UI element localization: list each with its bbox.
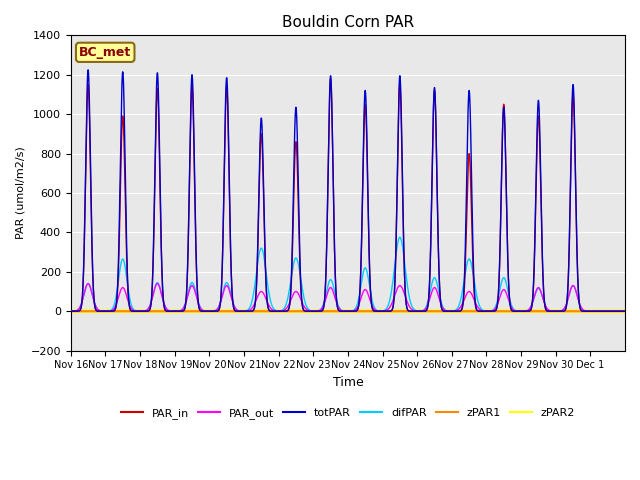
Line: PAR_out: PAR_out [71, 284, 625, 311]
zPAR1 [395, 308, 403, 314]
Y-axis label: PAR (umol/m2/s): PAR (umol/m2/s) [15, 146, 25, 240]
Line: difPAR: difPAR [71, 237, 625, 311]
zPAR2 [508, 308, 515, 314]
zPAR2 [419, 308, 427, 314]
PAR_out [419, 308, 427, 313]
PAR_in [95, 308, 102, 314]
PAR_in [395, 104, 403, 110]
difPAR [67, 308, 75, 314]
PAR_out [95, 307, 102, 313]
totPAR [268, 308, 275, 314]
PAR_in [268, 308, 275, 314]
zPAR2 [268, 308, 275, 314]
PAR_in [621, 308, 628, 314]
Legend: PAR_in, PAR_out, totPAR, difPAR, zPAR1, zPAR2: PAR_in, PAR_out, totPAR, difPAR, zPAR1, … [116, 404, 580, 423]
zPAR2 [95, 308, 102, 314]
PAR_in [67, 308, 75, 314]
PAR_out [268, 306, 275, 312]
PAR_out [84, 281, 92, 287]
PAR_out [478, 308, 486, 313]
Text: BC_met: BC_met [79, 46, 131, 59]
zPAR1 [508, 308, 515, 314]
difPAR [95, 307, 102, 313]
zPAR1 [67, 308, 75, 314]
totPAR [478, 308, 486, 314]
zPAR1 [95, 308, 102, 314]
totPAR [84, 67, 92, 72]
zPAR2 [621, 308, 628, 314]
totPAR [419, 308, 427, 314]
zPAR1 [268, 308, 275, 314]
difPAR [419, 308, 427, 313]
PAR_out [621, 308, 628, 314]
PAR_in [508, 307, 515, 312]
totPAR [95, 308, 102, 314]
zPAR1 [477, 308, 485, 314]
PAR_in [419, 308, 427, 314]
difPAR [621, 308, 628, 314]
zPAR1 [419, 308, 427, 314]
totPAR [621, 308, 628, 314]
difPAR [395, 236, 403, 242]
Title: Bouldin Corn PAR: Bouldin Corn PAR [282, 15, 414, 30]
X-axis label: Time: Time [333, 376, 364, 389]
PAR_out [395, 283, 403, 289]
totPAR [67, 308, 75, 314]
totPAR [395, 96, 403, 102]
PAR_out [508, 304, 515, 310]
Line: totPAR: totPAR [71, 70, 625, 311]
difPAR [268, 301, 275, 307]
zPAR2 [477, 308, 485, 314]
PAR_in [478, 308, 486, 314]
zPAR2 [67, 308, 75, 314]
zPAR1 [621, 308, 628, 314]
difPAR [478, 306, 486, 312]
zPAR2 [395, 308, 403, 314]
difPAR [396, 234, 404, 240]
PAR_out [67, 308, 75, 314]
Line: PAR_in: PAR_in [71, 79, 625, 311]
totPAR [508, 307, 515, 312]
difPAR [508, 302, 515, 308]
PAR_in [327, 76, 335, 82]
